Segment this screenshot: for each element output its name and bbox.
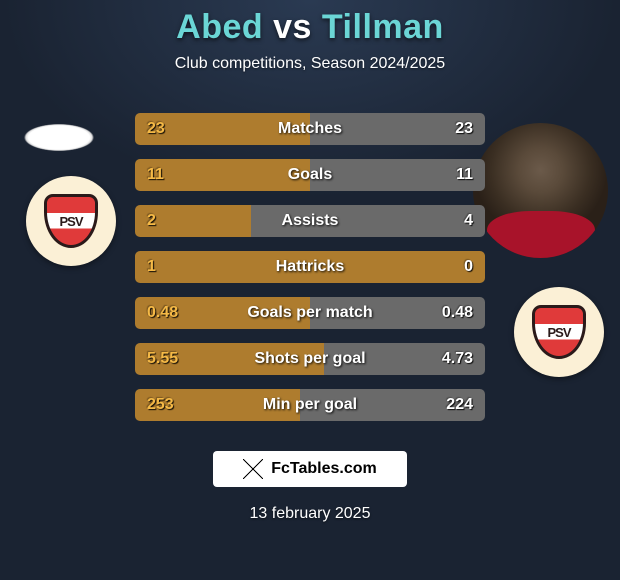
stat-value-right: 224	[446, 396, 473, 414]
stat-value-right: 4	[464, 212, 473, 230]
player1-link[interactable]: Abed	[176, 8, 263, 46]
stat-row: 0.48Goals per match0.48	[135, 297, 485, 329]
stat-label: Matches	[135, 120, 485, 138]
stat-label: Assists	[135, 212, 485, 230]
stat-label: Hattricks	[135, 258, 485, 276]
stat-row: 5.55Shots per goal4.73	[135, 343, 485, 375]
player2-club-badge: PSV	[514, 287, 604, 377]
psv-shield-icon: PSV	[532, 305, 586, 359]
stat-value-right: 0	[464, 258, 473, 276]
player1-avatar	[14, 120, 104, 155]
stat-row: 2Assists4	[135, 205, 485, 237]
comparison-card: Abed vs Tillman Club competitions, Seaso…	[0, 0, 620, 580]
stat-row: 253Min per goal224	[135, 389, 485, 421]
brand-link[interactable]: FcTables.com	[213, 451, 407, 487]
stat-label: Goals per match	[135, 304, 485, 322]
fctables-icon	[243, 459, 263, 479]
date-text: 13 february 2025	[250, 505, 371, 523]
brand-text: FcTables.com	[271, 460, 377, 478]
player1-club-badge: PSV	[26, 176, 116, 266]
stat-label: Shots per goal	[135, 350, 485, 368]
stat-value-right: 23	[455, 120, 473, 138]
stat-value-right: 0.48	[442, 304, 473, 322]
page-title: Abed vs Tillman	[176, 8, 444, 47]
player2-avatar	[473, 123, 608, 258]
stat-value-right: 4.73	[442, 350, 473, 368]
psv-shield-icon: PSV	[44, 194, 98, 248]
stats-list: 23Matches23 11Goals11 2Assists4 1Hattricks0…	[135, 113, 485, 421]
stat-row: 23Matches23	[135, 113, 485, 145]
stat-label: Min per goal	[135, 396, 485, 414]
stat-label: Goals	[135, 166, 485, 184]
player2-link[interactable]: Tillman	[322, 8, 444, 46]
vs-text: vs	[273, 8, 312, 46]
subtitle: Club competitions, Season 2024/2025	[175, 55, 445, 73]
stat-row: 1Hattricks0	[135, 251, 485, 283]
stat-row: 11Goals11	[135, 159, 485, 191]
stat-value-right: 11	[456, 166, 473, 184]
